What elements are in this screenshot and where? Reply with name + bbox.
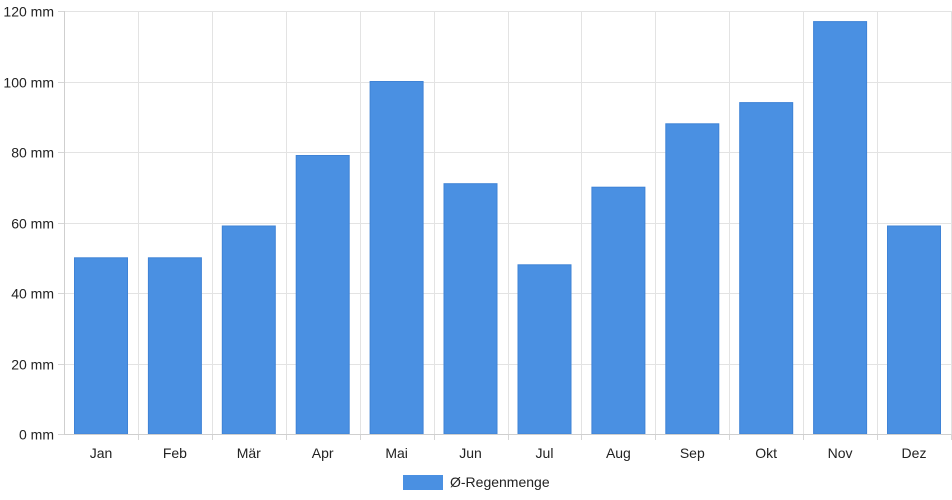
bar-jan[interactable] bbox=[74, 257, 128, 435]
bar-sep[interactable] bbox=[665, 123, 720, 435]
bars bbox=[74, 21, 941, 435]
bar-mär[interactable] bbox=[221, 225, 276, 435]
bar-nov[interactable] bbox=[813, 21, 868, 435]
y-tick-label: 60 mm bbox=[11, 216, 54, 232]
x-tick-label: Mai bbox=[385, 445, 408, 461]
x-tick-label: Apr bbox=[312, 445, 334, 461]
bar-dez[interactable] bbox=[887, 225, 941, 435]
legend[interactable]: Ø-Regenmenge bbox=[403, 474, 550, 490]
x-tick-label: Mär bbox=[237, 445, 261, 461]
x-tick-label: Sep bbox=[680, 445, 705, 461]
y-tick-label: 80 mm bbox=[11, 145, 54, 161]
x-tick-label: Nov bbox=[828, 445, 853, 461]
y-tick-label: 100 mm bbox=[3, 75, 54, 91]
x-axis-tick-labels: Jan Feb Mär Apr Mai Jun Jul Aug Sep Okt Nov Dez bbox=[90, 445, 927, 461]
x-tick-label: Dez bbox=[902, 445, 927, 461]
legend-swatch[interactable] bbox=[403, 475, 443, 490]
bar-jun[interactable] bbox=[443, 183, 498, 435]
y-axis-tick-labels: 0 mm 20 mm 40 mm 60 mm 80 mm 100 mm 120 mm bbox=[3, 4, 54, 443]
x-tick-label: Feb bbox=[163, 445, 187, 461]
x-tick-label: Jul bbox=[536, 445, 554, 461]
x-tick-label: Jan bbox=[90, 445, 113, 461]
x-tick-label: Okt bbox=[755, 445, 777, 461]
bar-mai[interactable] bbox=[369, 81, 424, 435]
y-tick-label: 40 mm bbox=[11, 286, 54, 302]
legend-label[interactable]: Ø-Regenmenge bbox=[450, 474, 550, 490]
y-tick-label: 0 mm bbox=[19, 427, 54, 443]
bar-feb[interactable] bbox=[147, 257, 202, 435]
x-tick-label: Jun bbox=[459, 445, 482, 461]
axes bbox=[58, 11, 952, 440]
bar-jul[interactable] bbox=[517, 264, 572, 435]
bar-aug[interactable] bbox=[591, 186, 646, 435]
bar-okt[interactable] bbox=[739, 102, 794, 435]
bar-apr[interactable] bbox=[295, 155, 350, 435]
y-tick-label: 20 mm bbox=[11, 357, 54, 373]
x-tick-label: Aug bbox=[606, 445, 631, 461]
y-tick-label: 120 mm bbox=[3, 4, 54, 20]
